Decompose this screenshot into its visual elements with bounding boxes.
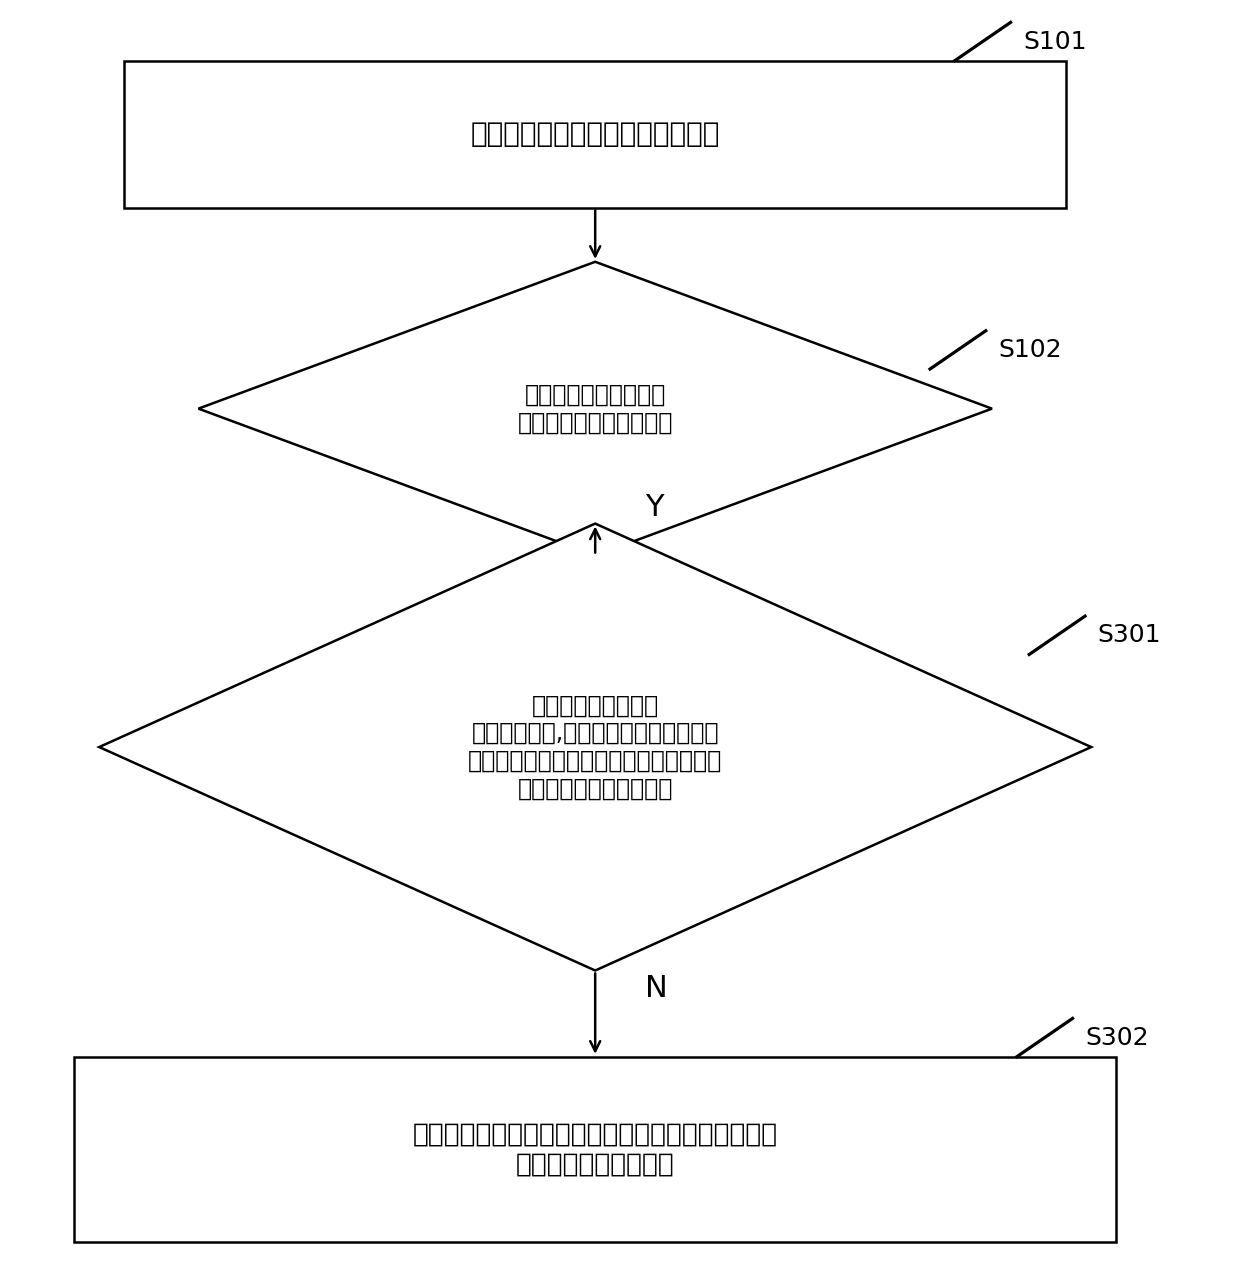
- Text: 对所述受控运动设备
进行形态调整,并判断对所述受控运动设
备进行所述形态调整后，所述受控运动设
备是否能够维持正常运动: 对所述受控运动设备 进行形态调整,并判断对所述受控运动设 备进行所述形态调整后，…: [467, 693, 723, 801]
- Text: 获得所述受控运动设备的运动信息: 获得所述受控运动设备的运动信息: [470, 120, 720, 148]
- Polygon shape: [198, 262, 992, 555]
- Text: S102: S102: [998, 338, 1061, 361]
- Text: N: N: [645, 973, 667, 1002]
- FancyBboxPatch shape: [124, 60, 1066, 208]
- Text: S101: S101: [1023, 29, 1086, 54]
- FancyBboxPatch shape: [74, 1057, 1116, 1241]
- Text: S301: S301: [1097, 623, 1161, 647]
- Text: 所述运动信息是否符合
预定的设备形态调整条件: 所述运动信息是否符合 预定的设备形态调整条件: [517, 383, 673, 434]
- Text: S302: S302: [1085, 1025, 1148, 1050]
- Text: Y: Y: [645, 493, 663, 522]
- Text: 再次对所述受控运动设备进行形态调整，以维持所述
受控运动设备正常运动: 再次对所述受控运动设备进行形态调整，以维持所述 受控运动设备正常运动: [413, 1121, 777, 1177]
- Polygon shape: [99, 524, 1091, 971]
